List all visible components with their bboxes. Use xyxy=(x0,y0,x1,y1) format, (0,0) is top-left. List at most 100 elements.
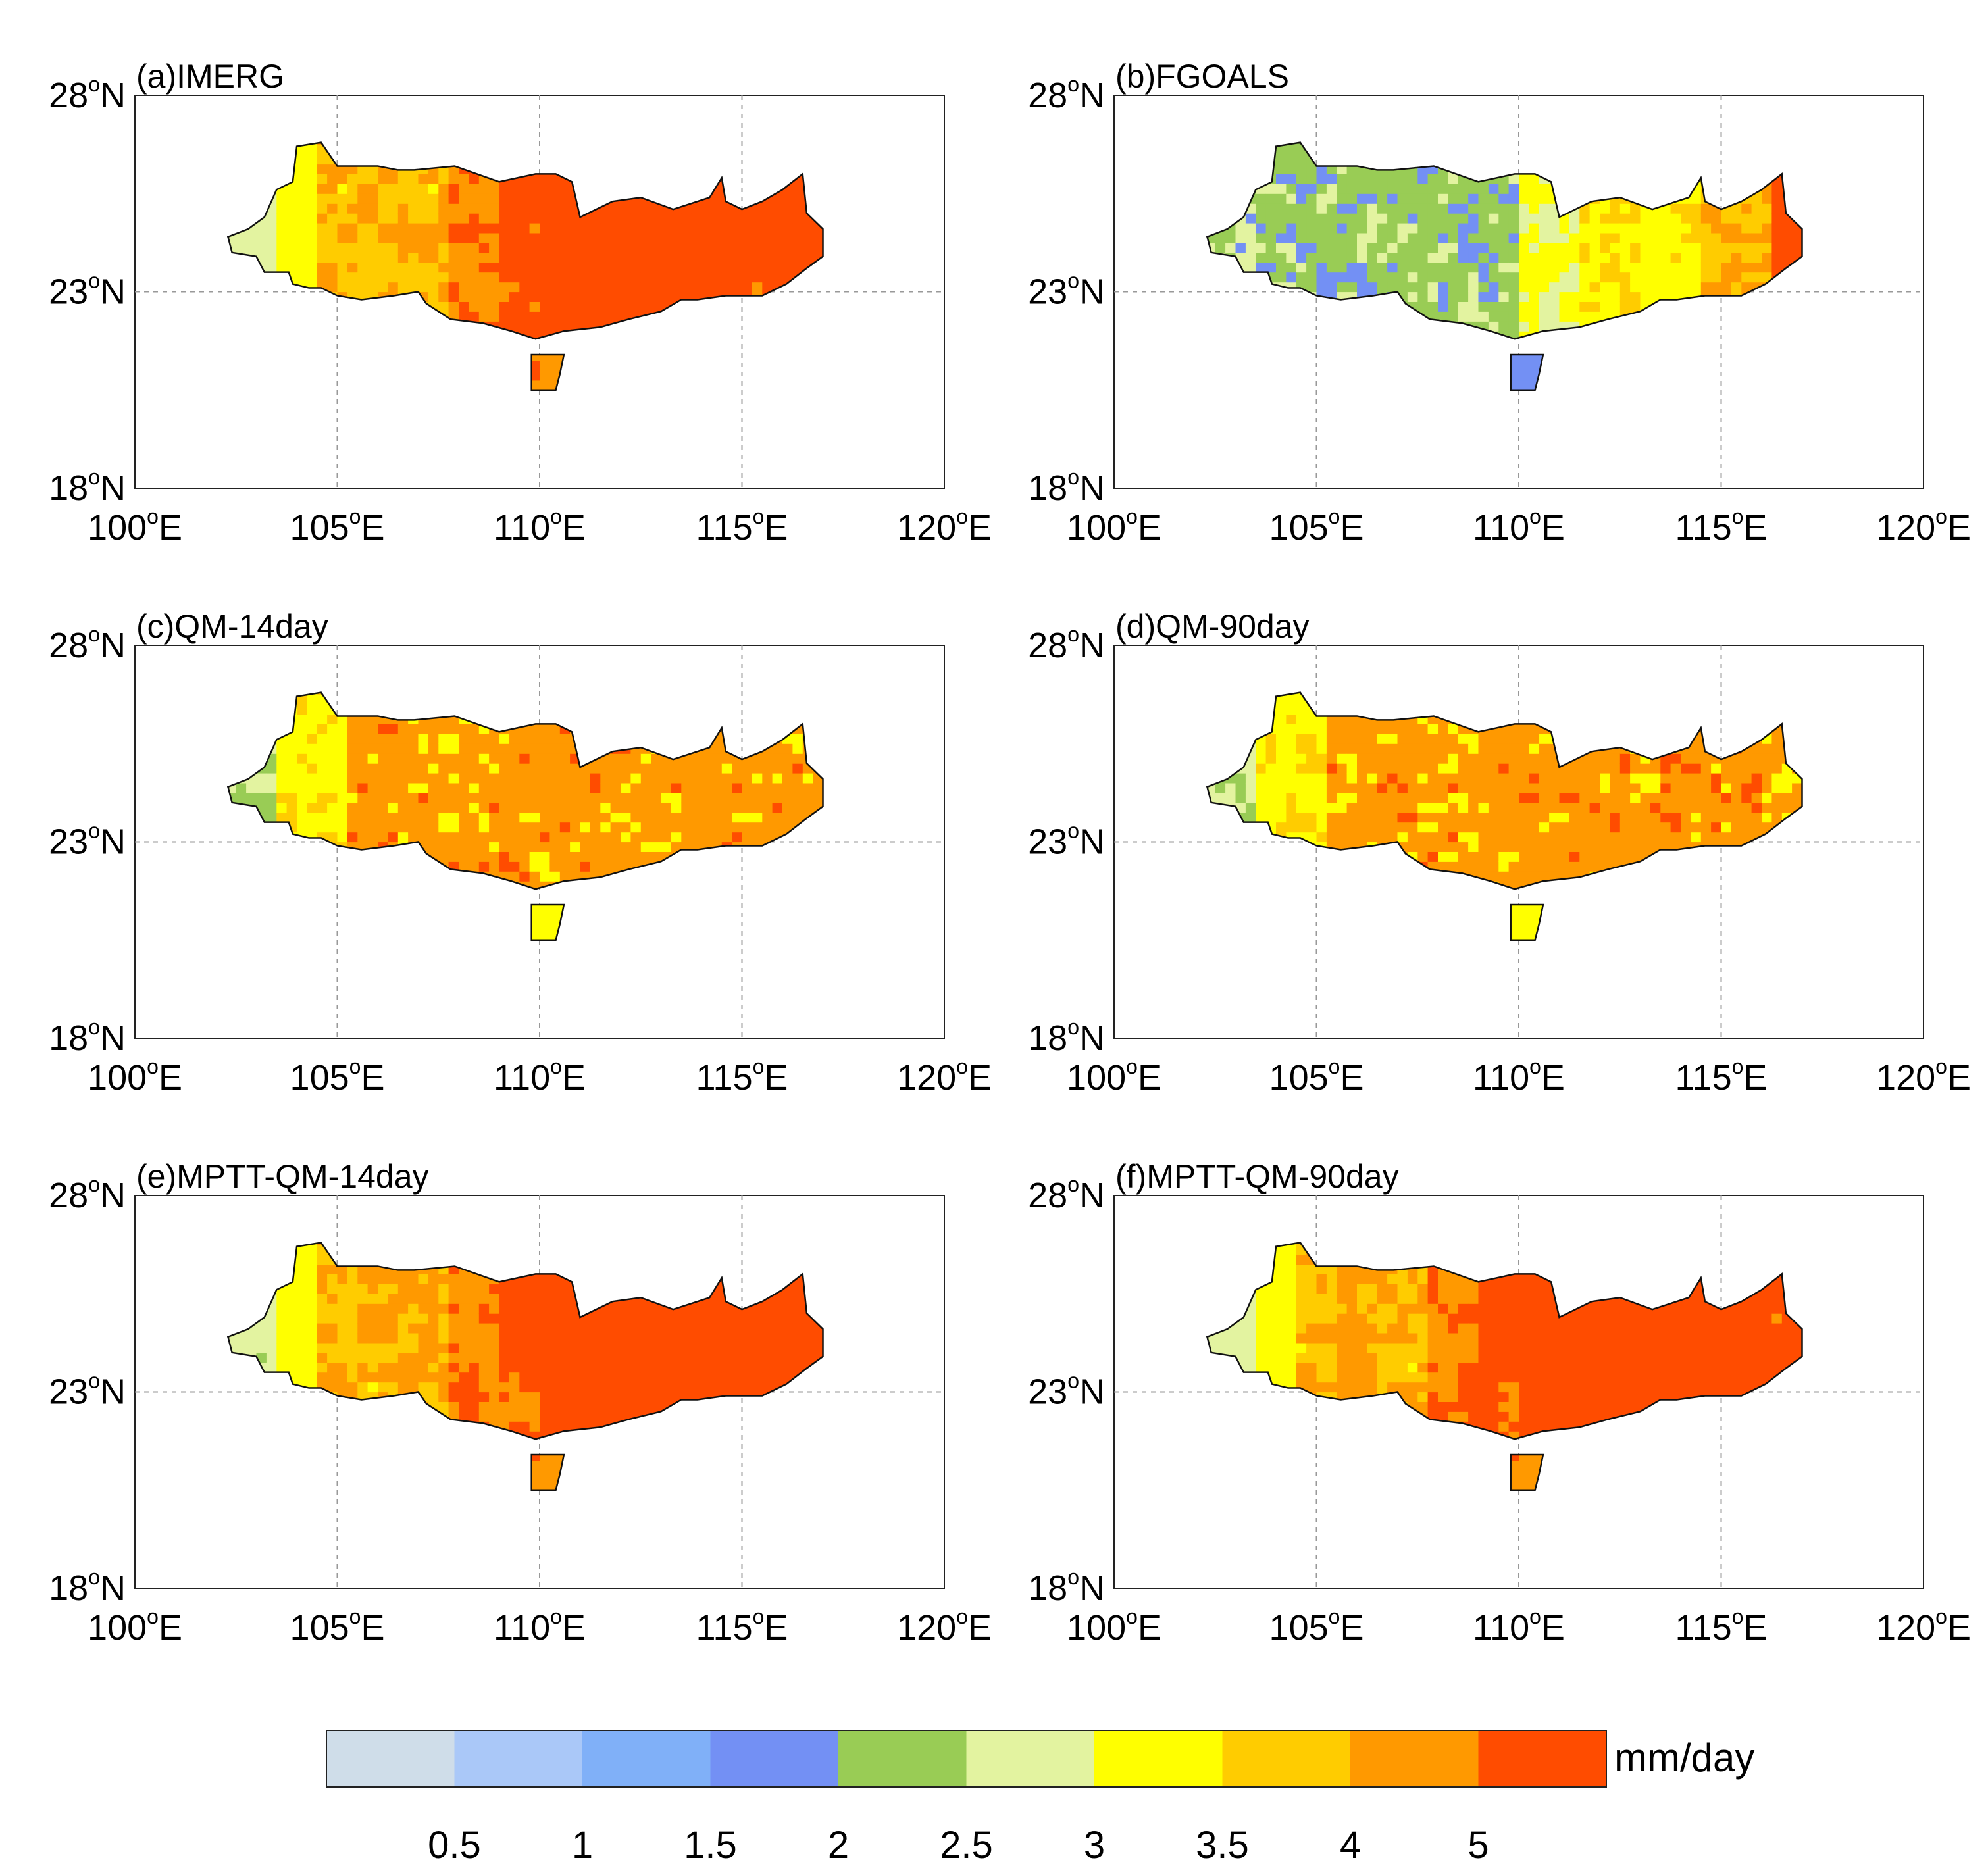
grid-cell xyxy=(418,724,429,734)
grid-cell xyxy=(559,242,571,253)
grid-cell xyxy=(610,802,621,813)
grid-cell xyxy=(590,802,601,813)
grid-cell xyxy=(499,753,510,764)
grid-cell xyxy=(428,213,439,224)
grid-cell xyxy=(792,203,803,214)
grid-cell xyxy=(519,272,530,283)
grid-cell xyxy=(1751,213,1762,224)
grid-cell xyxy=(1691,232,1702,243)
grid-cell xyxy=(691,812,702,823)
grid-cell xyxy=(1407,272,1418,283)
grid-cell xyxy=(418,822,429,833)
grid-cell xyxy=(418,213,429,224)
grid-cell xyxy=(1407,184,1418,194)
grid-cell xyxy=(549,184,561,194)
grid-cell xyxy=(1468,262,1479,273)
grid-cell xyxy=(418,203,429,214)
grid-cell xyxy=(397,783,409,793)
grid-cell xyxy=(540,743,550,754)
grid-cell xyxy=(317,714,328,724)
grid-cell xyxy=(590,213,601,224)
grid-cell xyxy=(499,282,510,293)
grid-cell xyxy=(732,252,743,263)
grid-cell xyxy=(1367,242,1378,253)
grid-cell xyxy=(327,232,338,243)
grid-cell xyxy=(1670,262,1681,273)
grid-cell xyxy=(752,242,763,253)
grid-cell xyxy=(307,164,318,174)
grid-cell xyxy=(610,282,621,293)
grid-cell xyxy=(1519,223,1529,234)
grid-cell xyxy=(610,223,621,234)
grid-cell xyxy=(540,871,550,882)
grid-cell xyxy=(610,822,621,833)
grid-cell xyxy=(721,272,732,283)
grid-cell xyxy=(1600,232,1610,243)
grid-cell xyxy=(1498,223,1510,234)
grid-cell xyxy=(397,203,409,214)
grid-cell xyxy=(478,812,490,823)
grid-cell xyxy=(1539,223,1550,234)
grid-cell xyxy=(640,213,651,224)
grid-cell xyxy=(661,272,672,283)
grid-cell xyxy=(1286,242,1297,253)
grid-cell xyxy=(1468,272,1479,283)
grid-cell xyxy=(1498,311,1510,322)
grid-cell xyxy=(438,832,449,843)
grid-cell xyxy=(1579,282,1591,293)
grid-cell xyxy=(1529,193,1540,204)
grid-cell xyxy=(630,812,642,823)
grid-cell xyxy=(540,842,550,852)
grid-cell xyxy=(1600,301,1610,312)
grid-cell xyxy=(1265,262,1277,273)
grid-cell xyxy=(621,783,631,793)
island-outline xyxy=(530,353,565,391)
grid-cell xyxy=(478,184,490,194)
grid-cell xyxy=(1276,164,1287,174)
grid-cell xyxy=(752,272,763,283)
grid-cell xyxy=(529,802,540,813)
grid-cell xyxy=(570,861,581,872)
lon-tick-label: 115oE xyxy=(696,505,788,547)
grid-cell xyxy=(337,262,348,273)
grid-cell xyxy=(621,262,631,273)
grid-cell xyxy=(1316,203,1327,214)
grid-cell xyxy=(1498,321,1510,332)
grid-cell xyxy=(1397,174,1408,184)
grid-cell xyxy=(661,792,672,803)
grid-cell xyxy=(772,743,783,754)
grid-cell xyxy=(459,203,469,214)
grid-cell xyxy=(792,242,803,253)
grid-cell xyxy=(1326,174,1337,184)
grid-cell xyxy=(418,792,429,803)
grid-cell xyxy=(428,792,439,803)
grid-cell xyxy=(549,223,561,234)
grid-cell xyxy=(297,262,307,273)
grid-cell xyxy=(661,282,672,293)
grid-cell xyxy=(1519,272,1529,283)
grid-cell xyxy=(1549,213,1560,224)
grid-cell xyxy=(651,763,662,774)
grid-cell xyxy=(1326,282,1337,293)
grid-cell xyxy=(1367,272,1378,283)
grid-cell xyxy=(792,184,803,194)
grid-cell xyxy=(691,792,702,803)
grid-cell xyxy=(317,734,328,744)
grid-cell xyxy=(1427,291,1439,302)
grid-cell xyxy=(438,193,449,204)
grid-cell xyxy=(478,203,490,214)
grid-cell xyxy=(1256,213,1267,224)
grid-cell xyxy=(681,773,692,784)
grid-cell xyxy=(1589,223,1600,234)
grid-cell xyxy=(701,252,712,263)
grid-cell xyxy=(1711,262,1722,273)
grid-cell xyxy=(1731,242,1742,253)
grid-cell xyxy=(1337,252,1348,263)
grid-cell xyxy=(509,871,520,882)
grid-cell xyxy=(661,773,672,784)
lat-tick-label: 23oN xyxy=(49,269,126,312)
grid-cell xyxy=(408,252,419,263)
grid-cell xyxy=(397,184,409,194)
grid-cell xyxy=(630,242,642,253)
island-outline xyxy=(530,903,565,941)
